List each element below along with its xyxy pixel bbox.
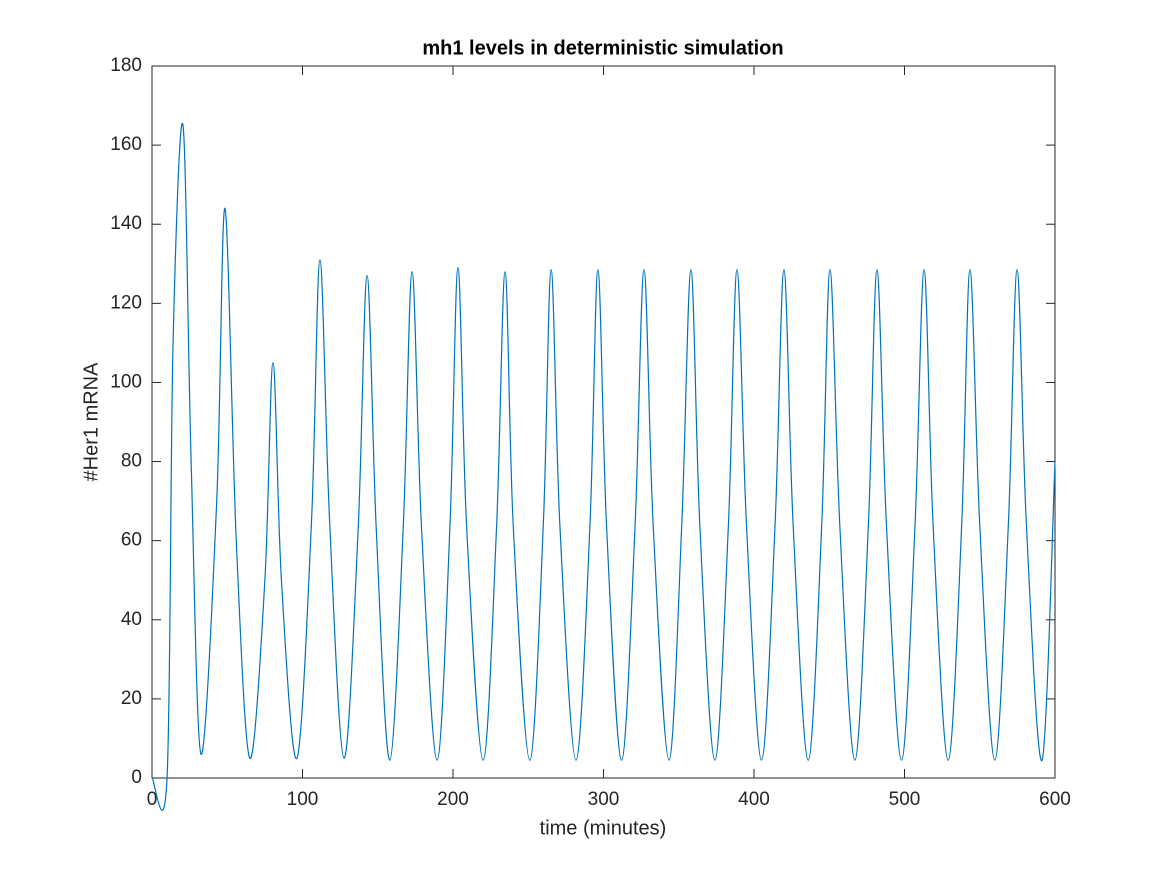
chart-title: mh1 levels in deterministic simulation — [422, 37, 783, 59]
y-tick-label: 140 — [110, 213, 142, 234]
y-tick-label: 100 — [110, 371, 142, 392]
y-axis-label: #Her1 mRNA — [80, 362, 102, 482]
y-tick-label: 120 — [110, 292, 142, 313]
y-tick-label: 180 — [110, 55, 142, 76]
data-line — [151, 122, 1056, 811]
y-tick-label: 40 — [121, 609, 142, 630]
x-tick-label: 600 — [1039, 789, 1071, 810]
x-axis-label: time (minutes) — [540, 817, 667, 839]
x-tick-label: 100 — [287, 789, 319, 810]
y-tick-label: 80 — [121, 451, 142, 472]
y-tick-label: 20 — [121, 688, 142, 709]
y-tick-label: 160 — [110, 134, 142, 155]
x-tick-label: 500 — [889, 789, 921, 810]
x-tick-label: 0 — [147, 789, 158, 810]
x-tick-label: 400 — [738, 789, 770, 810]
y-tick-label: 0 — [131, 767, 142, 788]
x-tick-label: 300 — [588, 789, 620, 810]
x-tick-label: 200 — [437, 789, 469, 810]
y-tick-label: 60 — [121, 530, 142, 551]
